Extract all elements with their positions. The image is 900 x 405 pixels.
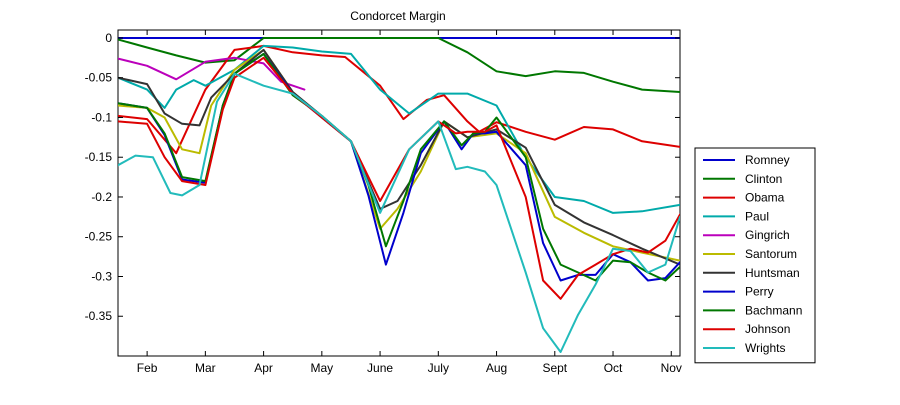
series-line-clinton: [118, 37, 680, 93]
plot-area: [117, 29, 681, 357]
legend-label-obama: Obama: [745, 191, 785, 205]
x-tick-label: July: [428, 361, 449, 375]
legend-box: [694, 147, 816, 364]
y-tick-label: -0.25: [85, 230, 113, 244]
x-tick-label: Oct: [604, 361, 623, 375]
x-tick-label: June: [367, 361, 393, 375]
legend-label-wrights: Wrights: [745, 341, 785, 355]
y-tick-label: -0.05: [85, 71, 113, 85]
x-tick-label: Mar: [195, 361, 216, 375]
legend-label-perry: Perry: [745, 285, 774, 299]
y-tick-label: -0.15: [85, 150, 113, 164]
x-tick-label: Nov: [661, 361, 682, 375]
y-tick-label: 0: [105, 31, 112, 45]
y-tick-label: -0.3: [91, 269, 112, 283]
legend-label-santorum: Santorum: [745, 247, 797, 261]
series-line-huntsman: [118, 48, 680, 266]
y-tick-label: -0.35: [85, 309, 113, 323]
series-line-johnson: [118, 56, 680, 300]
legend-label-paul: Paul: [745, 209, 769, 223]
legend: Romney Clinton Obama Paul Gingrich Santorum Hu…: [694, 147, 816, 364]
x-tick-label: Apr: [254, 361, 273, 375]
legend-label-clinton: Clinton: [745, 172, 782, 186]
series-line-paul: [118, 44, 680, 214]
axis-layer: 0 -0.05 -0.1 -0.15 -0.2 -0.25 -0.3 -0.35 Feb Mar A…: [85, 30, 682, 375]
series-line-wrights: [118, 72, 680, 353]
legend-label-huntsman: Huntsman: [745, 266, 800, 280]
legend-label-johnson: Johnson: [745, 322, 790, 336]
legend-label-bachmann: Bachmann: [745, 303, 802, 317]
x-tick-label: Aug: [486, 361, 507, 375]
x-tick-label: Feb: [137, 361, 158, 375]
chart-title: Condorcet Margin: [350, 9, 445, 23]
x-tick-label: May: [310, 361, 333, 375]
legend-label-gingrich: Gingrich: [745, 228, 790, 242]
legend-label-romney: Romney: [745, 153, 790, 167]
x-tick-label: Sept: [542, 361, 567, 375]
y-tick-label: -0.2: [91, 190, 112, 204]
series-line-gingrich: [118, 56, 306, 91]
y-tick-label: -0.1: [91, 110, 112, 124]
series-layer: [118, 37, 680, 353]
